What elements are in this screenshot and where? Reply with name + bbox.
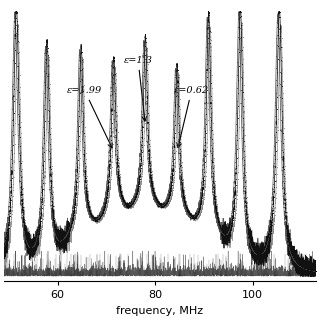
X-axis label: frequency, MHz: frequency, MHz: [116, 306, 204, 316]
Text: ε=1.99: ε=1.99: [67, 86, 112, 148]
Text: ε=1.3: ε=1.3: [124, 56, 153, 121]
Text: ε=0.62: ε=0.62: [174, 86, 209, 148]
